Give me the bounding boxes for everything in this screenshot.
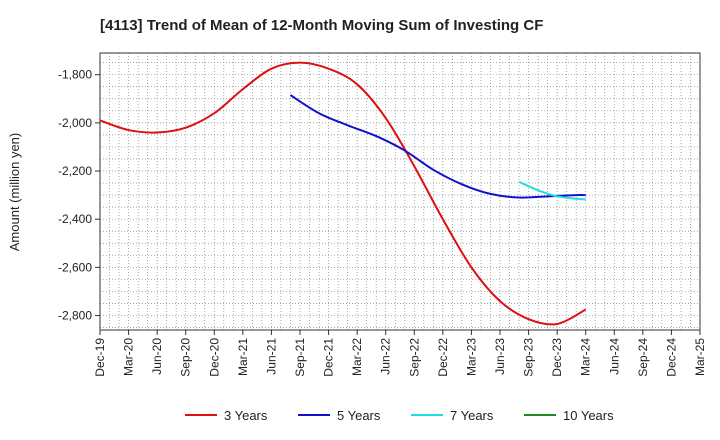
y-tick-label: -2,200 [58,164,92,178]
legend-label-7-years: 7 Years [450,408,494,423]
y-tick-label: -2,800 [58,309,92,323]
chart-title: [4113] Trend of Mean of 12-Month Moving … [100,17,543,34]
x-tick-label: Sep-20 [179,338,193,377]
x-tick-label: Dec-19 [93,338,107,377]
legend: 3 Years 5 Years 7 Years 10 Years [185,408,614,423]
x-tick-label: Mar-24 [579,338,593,376]
y-tick-label: -2,400 [58,212,92,226]
legend-label-5-years: 5 Years [337,408,381,423]
x-tick-label: Jun-20 [150,338,164,375]
series-line-7-years [518,180,586,201]
x-axis: Dec-19 Mar-20 Jun-20 Sep-20 Dec-20 Mar-21 Jun-… [93,330,707,377]
x-tick-label: Sep-23 [522,338,536,377]
x-tick-label: Mar-23 [464,338,478,376]
x-tick-label: Sep-24 [636,338,650,377]
series-line-3-years [99,61,587,326]
series-line-5-years [289,94,586,199]
legend-label-3-years: 3 Years [224,408,268,423]
x-tick-label: Jun-21 [264,338,278,375]
x-tick-label: Jun-23 [493,338,507,375]
x-tick-label: Dec-24 [664,338,678,377]
series-lines [99,61,587,326]
y-tick-label: -1,800 [58,68,92,82]
y-axis-label: Amount (million yen) [7,133,22,252]
x-tick-label: Mar-25 [693,338,707,376]
x-tick-label: Mar-20 [122,338,136,376]
x-tick-label: Jun-22 [379,338,393,375]
x-tick-label: Dec-20 [207,338,221,377]
y-tick-label: -2,000 [58,116,92,130]
x-tick-label: Dec-21 [322,338,336,377]
x-tick-label: Dec-23 [550,338,564,377]
x-tick-label: Sep-21 [293,338,307,377]
y-tick-label: -2,600 [58,260,92,274]
x-tick-label: Sep-22 [407,338,421,377]
y-axis: -1,800 -2,000 -2,200 -2,400 -2,600 -2,800 [58,68,100,323]
x-tick-label: Dec-22 [436,338,450,377]
plot-area [99,52,701,331]
x-tick-label: Mar-22 [350,338,364,376]
grid [100,53,700,330]
x-tick-label: Mar-21 [236,338,250,376]
x-tick-label: Jun-24 [607,338,621,375]
legend-label-10-years: 10 Years [563,408,614,423]
